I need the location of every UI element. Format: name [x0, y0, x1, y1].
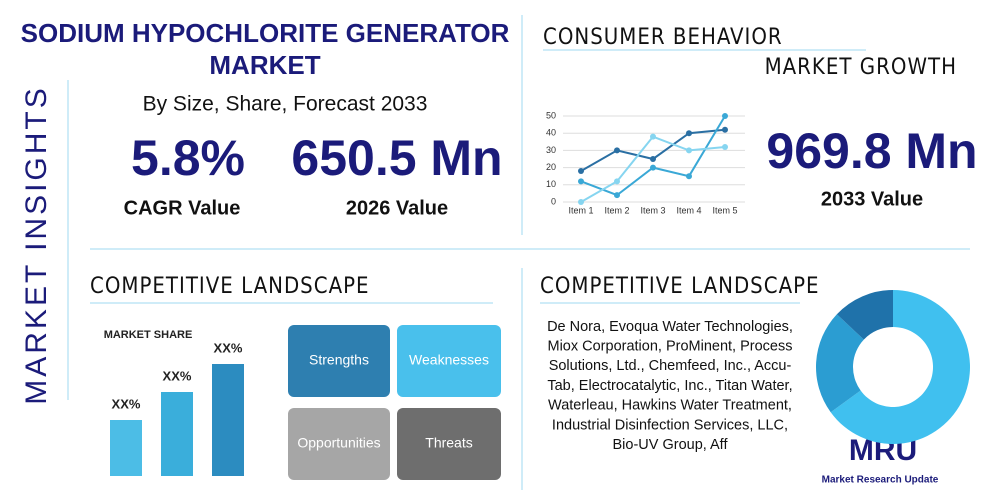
y-tick-label: 50 — [546, 110, 556, 120]
donut-slice — [830, 290, 970, 444]
x-tick-label: Item 1 — [568, 205, 593, 215]
point — [650, 164, 656, 171]
point — [650, 156, 656, 162]
point — [722, 113, 728, 119]
point — [578, 199, 584, 205]
body-line: Bio-UV Group, Aff — [613, 437, 729, 453]
point — [578, 178, 584, 185]
side-label: MARKET INSIGHTS — [20, 85, 53, 404]
point — [686, 130, 692, 137]
y-tick-label: 30 — [546, 145, 556, 155]
point — [722, 126, 728, 133]
title: SODIUM HYPOCHLORITE GENERATOR — [21, 18, 510, 48]
x-tick-label: Item 2 — [604, 205, 629, 215]
swot-box — [288, 325, 390, 397]
point — [722, 143, 728, 150]
logo-name: Market Research Update — [822, 475, 939, 486]
body-line: De Nora, Evoqua Water Technologies, — [547, 319, 793, 335]
title: MARKET — [209, 50, 320, 80]
x-tick-label: Item 4 — [676, 205, 701, 215]
swot-box — [397, 408, 501, 480]
point — [686, 173, 692, 180]
y-tick-label: 20 — [546, 162, 556, 172]
point — [614, 192, 620, 199]
body-line: Solutions, Ltd., Chemfeed, Inc., Accu- — [549, 358, 792, 374]
swot-label: Weaknesses — [409, 352, 489, 368]
donut-slice — [815, 314, 864, 413]
swot-label: Threats — [425, 435, 472, 451]
line — [580, 115, 726, 197]
section-title: COMPETITIVE LANDSCAPE — [90, 274, 370, 299]
stat-value: 5.8% — [131, 130, 245, 186]
bar-label: XX% — [214, 340, 243, 355]
y-tick-label: 0 — [551, 196, 556, 206]
section-title: CONSUMER BEHAVIOR — [543, 25, 783, 50]
stat-label: CAGR Value — [124, 197, 241, 219]
swot-label: Strengths — [309, 352, 369, 368]
stat-value: 650.5 Mn — [291, 130, 502, 186]
bar — [212, 364, 244, 476]
donut-slice — [836, 290, 893, 340]
bar — [161, 392, 193, 476]
body-line: Tab, Electrocatalytic, Inc., Titan Water… — [547, 378, 792, 394]
body-line: Miox Corporation, ProMinent, Process — [548, 339, 793, 355]
bar — [110, 420, 142, 476]
bar-label: XX% — [163, 368, 192, 383]
swot-box — [288, 408, 390, 480]
stat-label: 2033 Value — [821, 188, 923, 210]
chart-title: MARKET SHARE — [104, 329, 193, 341]
swot-label: Opportunities — [297, 435, 380, 451]
y-tick-label: 40 — [546, 128, 556, 138]
body-line: Industrial Disinfection Services, LLC, — [552, 417, 788, 433]
body-line: Waterleau, Hawkins Water Treatment, — [548, 398, 792, 414]
x-tick-label: Item 5 — [712, 205, 737, 215]
bar-label: XX% — [112, 396, 141, 411]
point — [578, 168, 584, 175]
swot-box — [397, 325, 501, 397]
y-tick-label: 10 — [546, 179, 556, 189]
stat-value: 969.8 Mn — [766, 123, 977, 179]
subtitle: By Size, Share, Forecast 2033 — [143, 93, 428, 116]
stat-label: 2026 Value — [346, 197, 448, 219]
point — [614, 147, 620, 154]
point — [686, 147, 692, 154]
section-title: COMPETITIVE LANDSCAPE — [540, 274, 820, 299]
section-subtitle: MARKET GROWTH — [765, 55, 957, 80]
x-tick-label: Item 3 — [640, 205, 665, 215]
point — [650, 133, 656, 140]
point — [614, 178, 620, 185]
